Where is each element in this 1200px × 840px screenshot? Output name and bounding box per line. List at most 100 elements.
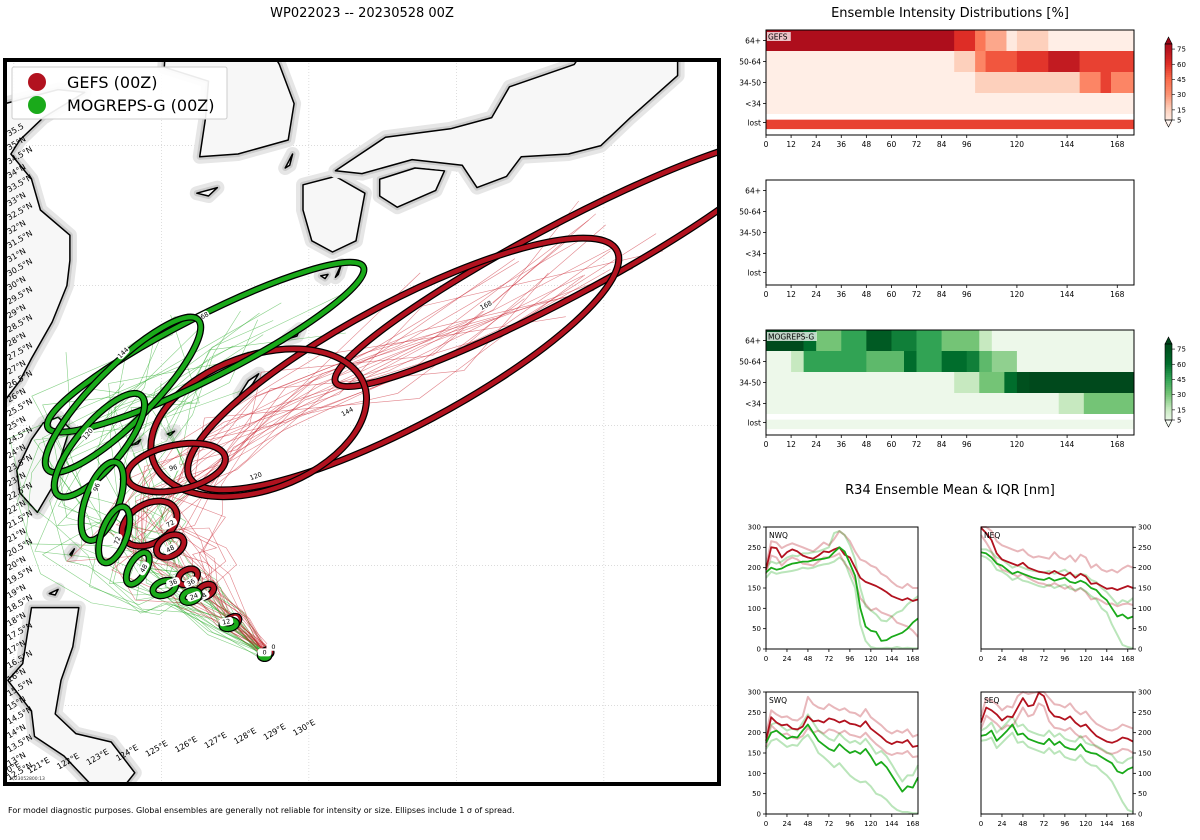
x-tick-label: 168: [1121, 655, 1134, 663]
gefs-label-48: 48: [165, 544, 176, 555]
y-tick-label: 200: [1138, 564, 1151, 572]
x-tick-label: 144: [885, 655, 899, 663]
y-tick-label: 200: [1138, 729, 1151, 737]
colorbar-frame: [1164, 343, 1173, 421]
y-tick-label: 100: [1138, 770, 1151, 778]
y-tick-label: lost: [747, 419, 761, 428]
y-tick-label: <34: [745, 100, 761, 109]
babuyan: [48, 588, 59, 596]
x-tick-label: 120: [1079, 655, 1092, 663]
x-tick-label: 84: [937, 140, 947, 149]
x-tick-label: 24: [998, 655, 1007, 663]
x-tick-label: 120: [1010, 140, 1025, 149]
gefs-ellipse-48: [154, 532, 187, 560]
gefs-ellipse-120: [148, 346, 369, 499]
gefs-label-24: 24: [197, 591, 208, 602]
colorbar-band: [1165, 44, 1172, 47]
gefs-mean-line: [765, 715, 919, 748]
tanegashima: [334, 263, 343, 278]
colorbar-band: [1165, 350, 1172, 353]
heatmap-cell: [1016, 51, 1049, 72]
y-tick-label: 0: [757, 646, 761, 654]
y-tick-label: 0: [757, 811, 761, 819]
y-tick-label: 300: [748, 689, 761, 697]
colorbar-band: [1165, 386, 1172, 390]
colorbar-band: [1165, 94, 1172, 98]
r34-seq-panel: 0 24 48 72 96 120 144 168 0 50 100 150 200 250 300 SEQ: [979, 689, 1152, 829]
mogreps-label-bg-96: [91, 480, 102, 495]
colorbar-band: [1165, 74, 1172, 77]
heatmap-cell: [766, 93, 1135, 114]
colorbar-band: [1165, 348, 1172, 351]
x-tick-label: 144: [1100, 655, 1114, 663]
panel-label: SWQ: [769, 696, 787, 705]
heatmap-cell: [766, 119, 1135, 130]
y-tick-label: 200: [748, 729, 761, 737]
heatmap-cell: [803, 351, 867, 372]
heatmap-cell: [991, 330, 1135, 351]
x-tick-label: 144: [885, 820, 899, 828]
y-tick-label: 50: [752, 625, 761, 633]
heatmap-cell: [766, 30, 955, 51]
gefs-iqr-line: [980, 691, 1134, 732]
colorbar-band: [1165, 80, 1172, 84]
colorbar-band: [1165, 408, 1172, 412]
colorbar-tick-label: 45: [1177, 376, 1186, 384]
gefs-label-0: 0: [271, 643, 275, 651]
colorbar-band: [1165, 56, 1172, 59]
gefs-label-120: 120: [249, 470, 263, 482]
colorbar-band: [1165, 372, 1172, 375]
colorbar-band: [1165, 50, 1172, 53]
heatmap-cell: [975, 51, 986, 72]
heatmap-cell: [975, 30, 986, 51]
colorbar-band: [1165, 82, 1172, 86]
x-tick-label: 0: [764, 290, 769, 299]
gefs-label-bg-144: [340, 405, 355, 418]
legend-mogreps-marker: [28, 96, 46, 114]
colorbar-band: [1165, 98, 1172, 102]
mogreps-intensity-heatmap: 64+ 50-64 34-50 <34 lost 0 12 24 36 48 60 72 84 96 120…: [739, 329, 1135, 449]
colorbar-tick-label: 60: [1177, 61, 1186, 69]
x-tick-label: 24: [998, 820, 1007, 828]
gefs-mean-line: [980, 527, 1134, 591]
mogreps-label-0: 0: [263, 649, 267, 657]
heatmap-cell: [766, 72, 976, 93]
heatmap-cell: [866, 330, 892, 351]
r34-nwq-panel: 0 24 48 72 96 120 144 168 0 50 100 150 200 250 300 NWQ: [748, 524, 920, 664]
member-track: [168, 219, 589, 656]
colorbar-band: [1165, 58, 1172, 61]
x-tick-label: 24: [811, 290, 821, 299]
heatmap-cell: [954, 372, 980, 393]
x-tick-label: 0: [979, 820, 983, 828]
y-tick-label: 34-50: [739, 79, 761, 88]
member-track: [66, 272, 421, 652]
x-tick-label: 72: [912, 140, 922, 149]
gefs-intensity-heatmap: 64+ 50-64 34-50 <34 lost 0 12 24 36 48 60 72 84 96 120…: [739, 29, 1135, 149]
x-tick-label: 120: [1010, 440, 1025, 449]
r34-bg: [766, 527, 918, 649]
x-tick-label: 120: [864, 820, 877, 828]
colorbar-band: [1165, 356, 1172, 359]
colorbar-band: [1165, 54, 1172, 57]
heatmap-cell: [766, 51, 955, 72]
colorbar-band: [1165, 60, 1172, 63]
x-tick-label: 96: [1060, 820, 1069, 828]
legend-gefs-label: GEFS (00Z): [67, 73, 157, 92]
x-tick-label: 72: [1039, 820, 1048, 828]
x-tick-label: 48: [803, 655, 812, 663]
heatmap-cell: [841, 330, 867, 351]
gefs-iqr-line: [980, 702, 1134, 755]
heatmap-cell: [991, 351, 1018, 372]
gefs-iqr-line: [765, 695, 919, 738]
heatmap-cell: [891, 330, 917, 351]
y-tick-label: 0: [1138, 646, 1142, 654]
colorbar-tick-label: 15: [1177, 106, 1186, 114]
colorbar-band: [1165, 62, 1172, 65]
heatmap-cell: [979, 351, 993, 372]
x-tick-label: 0: [764, 140, 769, 149]
map-stamp: 2023052800:13: [9, 776, 45, 782]
map-frame: [3, 58, 721, 786]
gefs-label-bg-48: [163, 542, 178, 555]
gefs-label-bg-120: [248, 470, 263, 482]
colorbar-band: [1165, 110, 1172, 114]
